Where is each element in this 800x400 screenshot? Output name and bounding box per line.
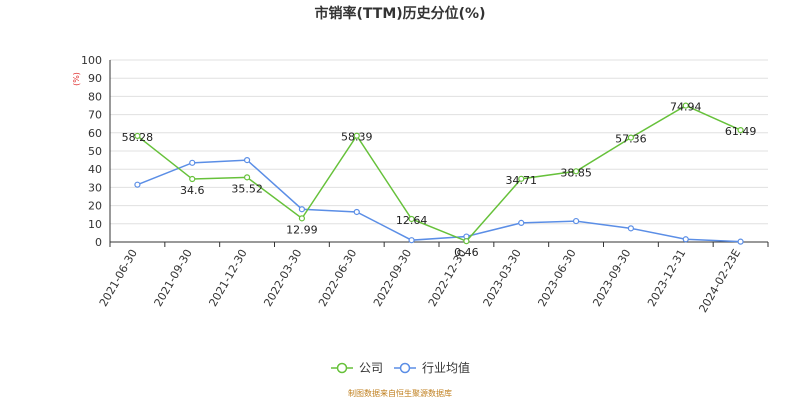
legend-label-industry: 行业均值 — [422, 360, 470, 375]
y-axis-unit: (%) — [72, 72, 81, 86]
data-point-company — [243, 174, 251, 181]
y-tick-label: 0 — [95, 236, 102, 249]
data-point-company — [572, 168, 580, 175]
data-point-company — [298, 215, 306, 222]
series — [134, 102, 744, 245]
data-point-industry — [737, 238, 744, 245]
data-point-industry — [134, 181, 141, 188]
data-point-company — [408, 215, 415, 223]
x-tick-label: 2022-03-30 — [261, 247, 304, 309]
legend-marker-company — [336, 362, 348, 374]
data-label-company: 58.28 — [122, 131, 154, 144]
data-point-company — [463, 238, 470, 245]
data-point-industry — [682, 236, 689, 243]
data-point-industry — [353, 208, 360, 216]
data-point-company — [682, 102, 689, 109]
y-tick-label: 90 — [88, 72, 102, 85]
y-tick-label: 30 — [88, 181, 102, 194]
y-tick-label: 40 — [88, 163, 102, 176]
legend-item-company[interactable]: 公司 — [331, 361, 383, 375]
x-tick-label: 2021-12-30 — [206, 247, 249, 309]
data-point-industry — [408, 237, 415, 244]
data-point-company — [518, 175, 525, 182]
x-tick-label: 2022-09-30 — [371, 247, 414, 309]
data-point-industry — [572, 217, 580, 225]
series-line-industry — [137, 159, 741, 243]
data-point-industry — [189, 159, 196, 166]
y-tick-label: 100 — [81, 54, 102, 67]
legend-label-company: 公司 — [359, 361, 383, 375]
data-labels: 58.28 34.6 35.52 12.99 58.39 12.64 0.46 34.71 38… — [122, 101, 757, 260]
legend-item-industry[interactable]: 行业均值 — [394, 360, 470, 375]
series-line-company — [136, 104, 741, 243]
data-point-company — [189, 175, 196, 183]
x-tick-label: 2022-06-30 — [316, 247, 359, 309]
data-label-company: 34.6 — [180, 184, 205, 197]
x-tick-label: 2023-06-30 — [535, 247, 578, 309]
x-tick-label: 2021-09-30 — [152, 247, 195, 309]
data-point-company — [737, 126, 744, 134]
data-point-company — [353, 132, 360, 139]
y-tick-label: 10 — [88, 218, 102, 231]
y-tick-label: 60 — [88, 127, 102, 140]
legend-marker-industry — [399, 362, 411, 374]
grid — [110, 59, 768, 225]
data-point-company — [134, 132, 141, 140]
data-label-company: 12.64 — [396, 214, 428, 227]
data-point-industry — [627, 225, 635, 232]
data-label-company: 61.49 — [725, 125, 757, 138]
data-label-company: 12.99 — [286, 223, 318, 236]
data-label-company: 74.94 — [670, 101, 702, 114]
x-tick-label: 2023-09-30 — [590, 247, 633, 309]
x-tick-label: 2021-06-30 — [97, 247, 140, 309]
data-source-note: 制图数据来自恒生聚源数据库 — [348, 388, 452, 398]
data-label-company: 35.52 — [231, 182, 263, 195]
x-tick-label: 2024-02-23E — [696, 247, 743, 315]
data-point-company — [627, 134, 635, 141]
y-tick-label: 20 — [88, 200, 102, 213]
data-label-company: 58.39 — [341, 131, 373, 144]
data-point-industry — [518, 219, 525, 226]
x-tick-label: 2023-12-31 — [645, 247, 688, 309]
y-tick-label: 50 — [88, 145, 102, 158]
data-label-company: 57.36 — [615, 133, 647, 146]
chart-title: 市销率(TTM)历史分位(%) — [315, 5, 486, 22]
data-point-industry — [298, 206, 306, 213]
data-label-company: 38.85 — [560, 166, 592, 179]
legend: 公司 行业均值 — [331, 360, 470, 375]
data-label-company: 34.71 — [506, 174, 538, 187]
x-tick-label: 2023-03-30 — [481, 247, 524, 309]
y-tick-label: 70 — [88, 109, 102, 122]
y-tick-label: 80 — [88, 90, 102, 103]
data-label-company: 0.46 — [454, 246, 479, 259]
data-point-industry — [243, 157, 251, 164]
